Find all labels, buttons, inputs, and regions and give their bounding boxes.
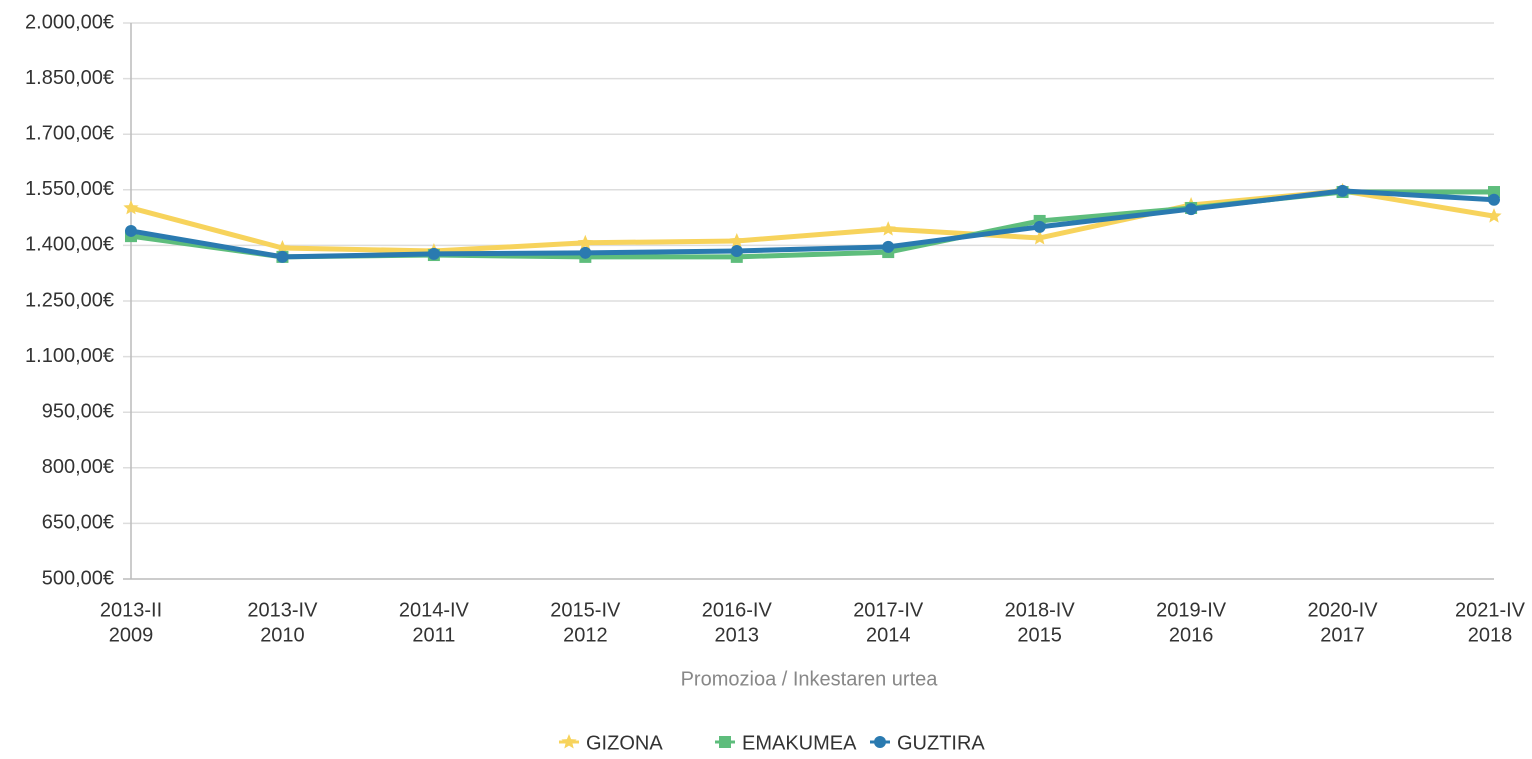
- data-point: [125, 224, 137, 237]
- legend-marker: [874, 736, 886, 748]
- x-tick-label: 2009: [109, 624, 154, 646]
- x-tick-label: 2017-IV: [853, 599, 924, 621]
- y-tick-label: 800,00€: [42, 456, 114, 478]
- y-tick-label: 950,00€: [42, 400, 114, 422]
- x-tick-label: 2011: [412, 624, 455, 646]
- data-point: [730, 244, 743, 257]
- x-tick-label: 2010: [260, 624, 305, 646]
- x-tick-label: 2012: [563, 624, 608, 646]
- y-tick-label: 1.850,00€: [25, 67, 114, 89]
- x-tick-label: 2013-IV: [247, 599, 318, 621]
- x-tick-label: 2013: [715, 624, 760, 646]
- x-tick-label: 2018-IV: [1005, 599, 1076, 621]
- x-tick-label: 2013-II: [100, 599, 162, 621]
- x-tick-label: 2021-IV: [1455, 599, 1526, 621]
- y-tick-label: 1.400,00€: [25, 234, 114, 256]
- data-point: [880, 221, 896, 236]
- data-point: [274, 240, 291, 255]
- data-point: [123, 200, 139, 215]
- x-tick-label: 2014: [866, 624, 911, 646]
- y-tick-label: 1.550,00€: [25, 178, 114, 200]
- x-tick-label: 2014-IV: [399, 599, 470, 621]
- data-point: [577, 234, 593, 250]
- x-tick-label: 2016: [1169, 624, 1214, 646]
- x-tick-label: 2016-IV: [702, 599, 773, 621]
- data-point: [1486, 208, 1502, 223]
- y-tick-label: 500,00€: [42, 567, 114, 589]
- x-axis-title: Promozioa / Inkestaren urtea: [681, 668, 939, 690]
- data-point: [1032, 230, 1048, 245]
- data-point: [882, 240, 895, 253]
- legend-label: GUZTIRA: [897, 732, 985, 754]
- legend-marker: [719, 736, 731, 748]
- series-line: [130, 188, 1495, 260]
- data-point: [427, 247, 440, 260]
- y-tick-label: 650,00€: [42, 512, 114, 534]
- y-tick-label: 1.250,00€: [25, 289, 114, 311]
- data-point: [729, 233, 745, 248]
- x-tick-label: 2020-IV: [1308, 599, 1379, 621]
- y-tick-label: 1.100,00€: [25, 345, 114, 367]
- y-tick-label: 2.000,00€: [25, 11, 114, 33]
- y-tick-label: 1.700,00€: [25, 122, 114, 144]
- x-tick-label: 2017: [1320, 624, 1365, 646]
- data-point: [1033, 220, 1046, 233]
- x-tick-label: 2015-IV: [550, 599, 621, 621]
- legend-label: EMAKUMEA: [742, 732, 857, 754]
- data-point: [1336, 184, 1349, 197]
- legend-marker: [561, 734, 577, 749]
- data-point: [276, 250, 289, 263]
- x-tick-label: 2015: [1017, 624, 1062, 646]
- legend-label: GIZONA: [586, 732, 663, 754]
- x-tick-label: 2019-IV: [1156, 599, 1227, 621]
- x-tick-label: 2018: [1468, 624, 1513, 646]
- data-point: [1488, 193, 1500, 206]
- data-point: [1185, 203, 1198, 216]
- data-point: [579, 246, 592, 259]
